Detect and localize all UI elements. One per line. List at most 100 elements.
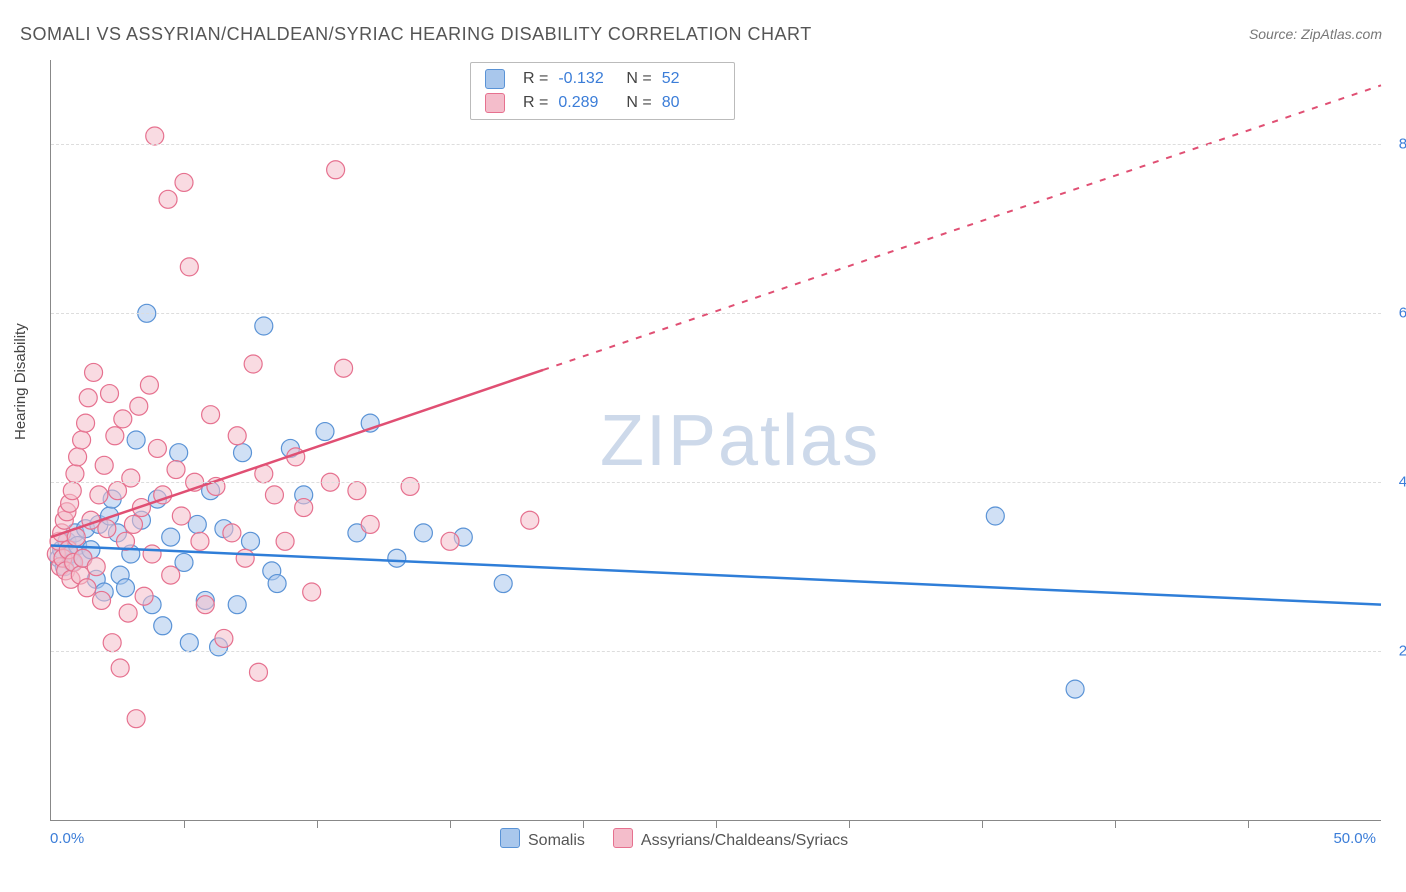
- scatter-point: [295, 499, 313, 517]
- scatter-point: [316, 423, 334, 441]
- scatter-point: [127, 710, 145, 728]
- scatter-point: [162, 566, 180, 584]
- scatter-point: [143, 545, 161, 563]
- scatter-point: [167, 461, 185, 479]
- legend-swatch: [500, 828, 520, 848]
- scatter-point: [116, 579, 134, 597]
- gridline-h: [51, 482, 1381, 483]
- scatter-point: [276, 532, 294, 550]
- scatter-point: [202, 406, 220, 424]
- scatter-point: [191, 532, 209, 550]
- scatter-point: [335, 359, 353, 377]
- r-label: R =: [523, 67, 548, 91]
- scatter-point: [265, 486, 283, 504]
- scatter-point: [119, 604, 137, 622]
- scatter-point: [441, 532, 459, 550]
- scatter-point: [73, 431, 91, 449]
- scatter-point: [127, 431, 145, 449]
- y-tick-label: 8.0%: [1399, 136, 1406, 153]
- scatter-point: [87, 558, 105, 576]
- n-value: 80: [662, 91, 720, 115]
- legend-swatch: [485, 93, 505, 113]
- scatter-point: [196, 596, 214, 614]
- scatter-point: [388, 549, 406, 567]
- plot-svg: [51, 60, 1381, 820]
- source-attribution: Source: ZipAtlas.com: [1249, 26, 1382, 42]
- x-tick: [1115, 820, 1116, 828]
- n-value: 52: [662, 67, 720, 91]
- x-tick: [1248, 820, 1249, 828]
- legend-swatch: [485, 69, 505, 89]
- scatter-point: [986, 507, 1004, 525]
- scatter-point: [114, 410, 132, 428]
- legend-bottom: SomalisAssyrians/Chaldeans/Syriacs: [500, 828, 848, 850]
- scatter-point: [162, 528, 180, 546]
- x-tick: [184, 820, 185, 828]
- scatter-point: [103, 634, 121, 652]
- x-tick: [849, 820, 850, 828]
- scatter-point: [401, 477, 419, 495]
- regression-line: [51, 546, 1381, 605]
- scatter-point: [78, 579, 96, 597]
- scatter-point: [361, 515, 379, 533]
- scatter-point: [175, 173, 193, 191]
- y-tick-label: 2.0%: [1399, 643, 1406, 660]
- scatter-point: [146, 127, 164, 145]
- x-tick: [583, 820, 584, 828]
- scatter-point: [249, 663, 267, 681]
- x-axis-max-label: 50.0%: [1333, 830, 1376, 847]
- scatter-point: [101, 385, 119, 403]
- scatter-point: [69, 448, 87, 466]
- scatter-point: [180, 258, 198, 276]
- scatter-point: [79, 389, 97, 407]
- legend-item: Assyrians/Chaldeans/Syriacs: [613, 828, 848, 850]
- legend-top: R =-0.132N =52R =0.289N =80: [470, 62, 735, 120]
- scatter-point: [188, 515, 206, 533]
- scatter-point: [255, 317, 273, 335]
- n-label: N =: [626, 91, 651, 115]
- scatter-point: [234, 444, 252, 462]
- scatter-point: [159, 190, 177, 208]
- scatter-point: [244, 355, 262, 373]
- scatter-point: [172, 507, 190, 525]
- gridline-h: [51, 651, 1381, 652]
- scatter-point: [95, 456, 113, 474]
- scatter-point: [521, 511, 539, 529]
- scatter-point: [66, 465, 84, 483]
- scatter-point: [90, 486, 108, 504]
- x-tick: [982, 820, 983, 828]
- scatter-point: [303, 583, 321, 601]
- n-label: N =: [626, 67, 651, 91]
- x-tick: [450, 820, 451, 828]
- legend-stat-row: R = 0.289 N = 80: [485, 91, 720, 115]
- plot-area: 2.0%4.0%6.0%8.0%: [50, 60, 1381, 821]
- x-axis-min-label: 0.0%: [50, 830, 84, 847]
- scatter-point: [180, 634, 198, 652]
- scatter-point: [494, 575, 512, 593]
- scatter-point: [122, 469, 140, 487]
- chart-title: SOMALI VS ASSYRIAN/CHALDEAN/SYRIAC HEARI…: [20, 24, 812, 45]
- scatter-point: [236, 549, 254, 567]
- scatter-point: [215, 629, 233, 647]
- scatter-point: [228, 427, 246, 445]
- scatter-point: [98, 520, 116, 538]
- scatter-point: [77, 414, 95, 432]
- scatter-point: [348, 482, 366, 500]
- y-axis-label: Hearing Disability: [12, 323, 29, 440]
- r-label: R =: [523, 91, 548, 115]
- scatter-point: [106, 427, 124, 445]
- scatter-point: [223, 524, 241, 542]
- legend-swatch: [613, 828, 633, 848]
- chart-container: SOMALI VS ASSYRIAN/CHALDEAN/SYRIAC HEARI…: [0, 0, 1406, 892]
- y-tick-label: 4.0%: [1399, 474, 1406, 491]
- x-tick: [716, 820, 717, 828]
- scatter-point: [170, 444, 188, 462]
- scatter-point: [1066, 680, 1084, 698]
- r-value: 0.289: [558, 91, 616, 115]
- scatter-point: [130, 397, 148, 415]
- scatter-point: [268, 575, 286, 593]
- scatter-point: [242, 532, 260, 550]
- gridline-h: [51, 144, 1381, 145]
- legend-stat-row: R =-0.132N =52: [485, 67, 720, 91]
- scatter-point: [148, 439, 166, 457]
